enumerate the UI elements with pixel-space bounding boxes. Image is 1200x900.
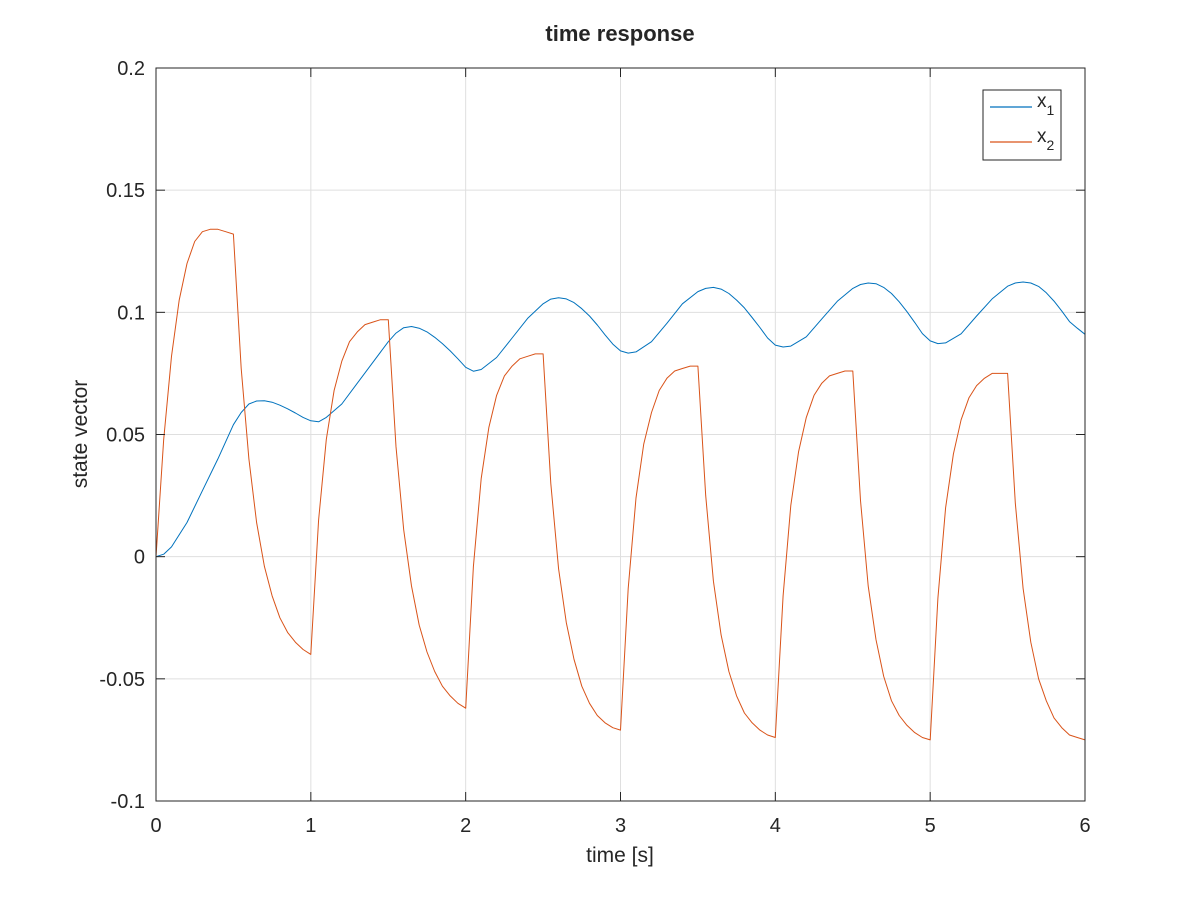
y-axis-label: state vector — [69, 380, 92, 489]
x-tick-label: 4 — [770, 815, 781, 837]
y-tick-label: 0.05 — [106, 425, 145, 447]
series-line-x1 — [155, 281, 1086, 558]
x-tick-label: 1 — [305, 815, 316, 837]
legend-subscript-x2: 2 — [1047, 137, 1055, 153]
x-tick-label: 6 — [1079, 815, 1090, 837]
legend-entry-x1: x1 — [990, 91, 1055, 118]
chart-title: time response — [545, 21, 694, 46]
legend-subscript-x1: 1 — [1047, 102, 1055, 118]
x-tick-label: 5 — [925, 815, 936, 837]
x-tick-label: 3 — [615, 815, 626, 837]
series-layer — [155, 228, 1086, 741]
y-axis-ticks: -0.1 -0.05 0 0.05 0.1 0.15 0.2 — [99, 58, 1085, 813]
legend-label-x1: x — [1037, 91, 1047, 112]
svg-text:x1: x1 — [1037, 91, 1055, 118]
x-tick-label: 0 — [150, 815, 161, 837]
y-tick-label: 0.1 — [117, 302, 145, 324]
legend-box — [982, 89, 1062, 161]
svg-text:x2: x2 — [1037, 126, 1055, 153]
legend-entry-x2: x2 — [990, 126, 1055, 153]
legend: x1 x2 — [982, 89, 1062, 161]
y-tick-label: 0 — [134, 547, 145, 569]
y-tick-label: 0.2 — [117, 58, 145, 80]
y-gridlines — [156, 189, 1085, 680]
series-line-x2 — [155, 228, 1086, 741]
y-tick-label: -0.1 — [111, 791, 145, 813]
x-tick-label: 2 — [460, 815, 471, 837]
x-axis-label: time [s] — [586, 844, 654, 867]
y-tick-label: 0.15 — [106, 180, 145, 202]
legend-label-x2: x — [1037, 126, 1047, 147]
x-axis-ticks: 0 1 2 3 4 5 6 — [150, 68, 1091, 837]
y-tick-label: -0.05 — [99, 669, 145, 691]
